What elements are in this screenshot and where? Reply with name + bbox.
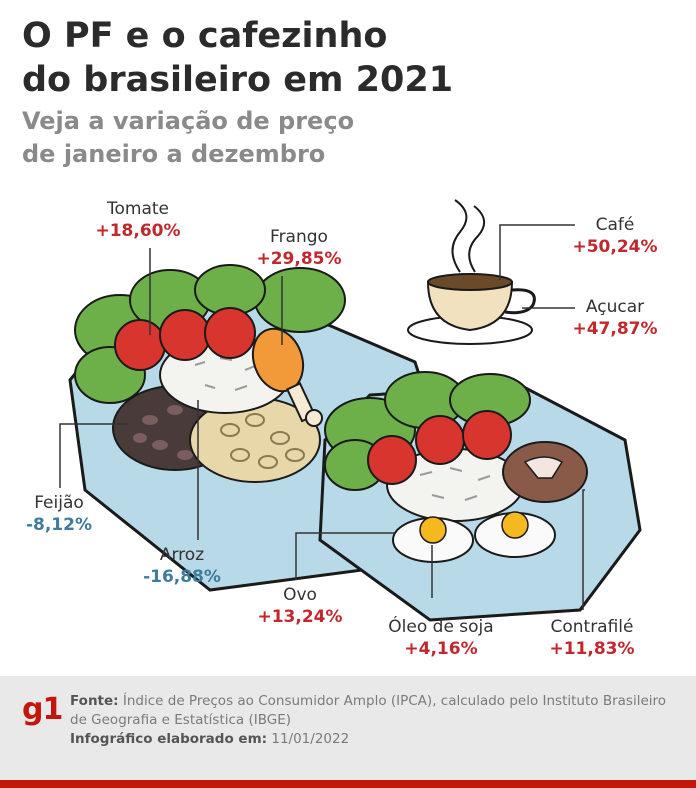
label-contrafile: Contrafilé +11,83%	[532, 616, 652, 660]
label-arroz-name: Arroz	[159, 545, 205, 565]
tomatoes-2	[367, 410, 512, 485]
label-frango-value: +29,85%	[256, 249, 342, 269]
steak	[502, 441, 588, 503]
label-ovo: Ovo +13,24%	[250, 584, 350, 628]
chicken-leg	[251, 327, 323, 427]
label-feijao-name: Feijão	[34, 493, 84, 513]
label-frango: Frango +29,85%	[244, 226, 354, 270]
label-tomate-value: +18,60%	[95, 221, 181, 241]
source-text: Índice de Preços ao Consumidor Amplo (IP…	[70, 693, 667, 728]
label-tomate-name: Tomate	[107, 199, 169, 219]
label-acucar: Açucar +47,87%	[560, 296, 670, 340]
label-cafe-value: +50,24%	[572, 237, 658, 257]
subtitle-line-1: Veja a variação de preço	[22, 107, 355, 135]
food-illustration	[59, 199, 642, 622]
g1-logo: g1	[22, 692, 63, 727]
subtitle-line-2: de janeiro a dezembro	[22, 140, 326, 168]
label-oleo-value: +4,16%	[404, 639, 478, 659]
label-arroz-value: -16,88%	[143, 567, 221, 587]
source-label: Fonte:	[70, 693, 119, 709]
label-acucar-value: +47,87%	[572, 319, 658, 339]
title-line-1: O PF e o cafezinho	[22, 16, 388, 56]
date-text: 11/01/2022	[271, 731, 350, 747]
label-ovo-name: Ovo	[283, 585, 317, 605]
tomatoes-1	[114, 307, 256, 371]
eggs	[392, 511, 556, 563]
label-oleo-name: Óleo de soja	[388, 617, 494, 637]
page-subtitle: Veja a variação de preço de janeiro a de…	[22, 105, 354, 171]
label-feijao: Feijão -8,12%	[14, 492, 104, 536]
brand-bar	[0, 780, 696, 788]
leader-lines	[59, 224, 585, 610]
source-note: Fonte: Índice de Preços ao Consumidor Am…	[70, 692, 680, 749]
label-cafe-name: Café	[595, 215, 635, 235]
footer	[0, 676, 696, 780]
label-arroz: Arroz -16,88%	[132, 544, 232, 588]
label-ovo-value: +13,24%	[257, 607, 343, 627]
label-contrafile-name: Contrafilé	[550, 617, 634, 637]
date-label: Infográfico elaborado em:	[70, 731, 268, 747]
label-tomate: Tomate +18,60%	[88, 198, 188, 242]
title-line-2: do brasileiro em 2021	[22, 60, 454, 100]
label-frango-name: Frango	[270, 227, 328, 247]
label-cafe: Café +50,24%	[560, 214, 670, 258]
label-oleo: Óleo de soja +4,16%	[376, 616, 506, 660]
coffee-cup	[407, 199, 536, 345]
label-feijao-value: -8,12%	[25, 515, 93, 535]
page-title: O PF e o cafezinho do brasileiro em 2021	[22, 14, 453, 102]
label-acucar-name: Açucar	[585, 297, 645, 317]
label-contrafile-value: +11,83%	[549, 639, 635, 659]
